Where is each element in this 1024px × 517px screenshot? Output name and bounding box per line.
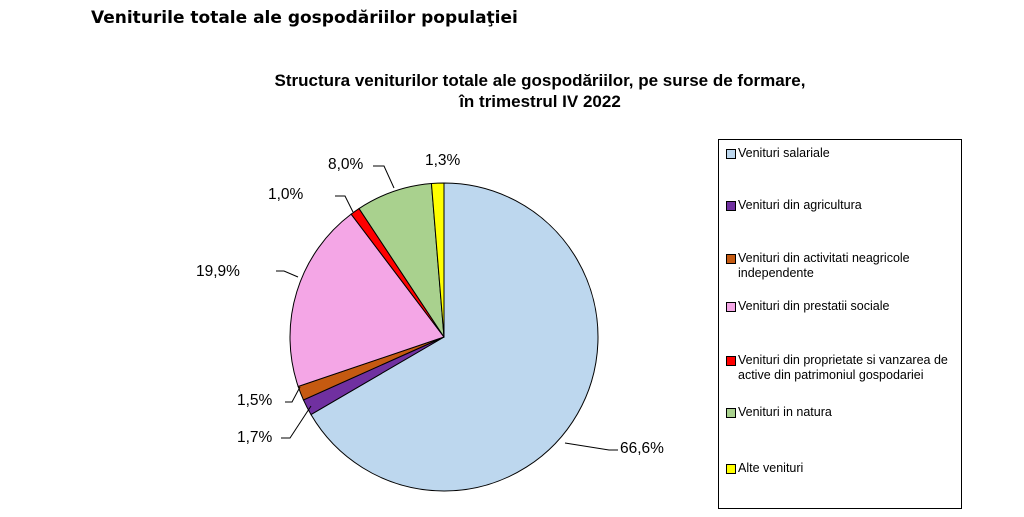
legend-label: Venituri in natura [738,405,832,419]
legend-swatch [726,464,736,474]
legend-swatch [726,302,736,312]
data-label: 66,6% [620,440,664,457]
leader-line [276,270,299,278]
legend-label: Alte venituri [738,461,804,475]
pie-slice [289,213,445,388]
legend-swatch [726,254,736,264]
legend-item: Alte venituri [726,461,958,476]
legend-swatch [726,149,736,159]
legend-item: Venituri din agricultura [726,198,958,213]
leader-line [335,195,354,213]
legend-label: Venituri din activitati neagricole indep… [738,251,910,280]
legend-label: Venituri din prestatii sociale [738,299,890,313]
legend-item: Venituri din prestatii sociale [726,299,958,314]
legend-label: Venituri din agricultura [738,198,862,212]
legend-item: Venituri din proprietate si vanzarea de … [726,353,958,383]
chart-legend: Venituri salariale Venituri din agricultu… [718,139,962,509]
leader-line [285,386,301,403]
data-label: 19,9% [196,263,240,280]
chart-title: Structura veniturilor totale ale gospodă… [150,70,930,112]
legend-item: Venituri salariale [726,146,958,161]
pie-slice [310,182,599,492]
document-heading: Veniturile totale ale gospodăriilor popu… [91,8,518,28]
pie-slice [430,182,445,338]
leader-line [564,442,618,451]
leader-line [373,165,395,189]
legend-item: Venituri in natura [726,405,958,420]
chart-title-line-1: Structura veniturilor totale ale gospodă… [274,71,806,90]
legend-label: Venituri salariale [738,146,830,160]
legend-swatch [726,408,736,418]
data-label: 1,3% [425,152,461,169]
data-label: 1,0% [268,186,304,203]
legend-swatch [726,356,736,366]
legend-swatch [726,201,736,211]
data-label: 8,0% [328,156,364,173]
chart-title-line-2: în trimestrul IV 2022 [459,92,621,111]
legend-item: Venituri din activitati neagricole indep… [726,251,958,281]
leader-line [281,405,312,439]
legend-label: Venituri din proprietate si vanzarea de … [738,353,948,382]
data-label: 1,7% [237,429,273,446]
data-label: 1,5% [237,392,273,409]
